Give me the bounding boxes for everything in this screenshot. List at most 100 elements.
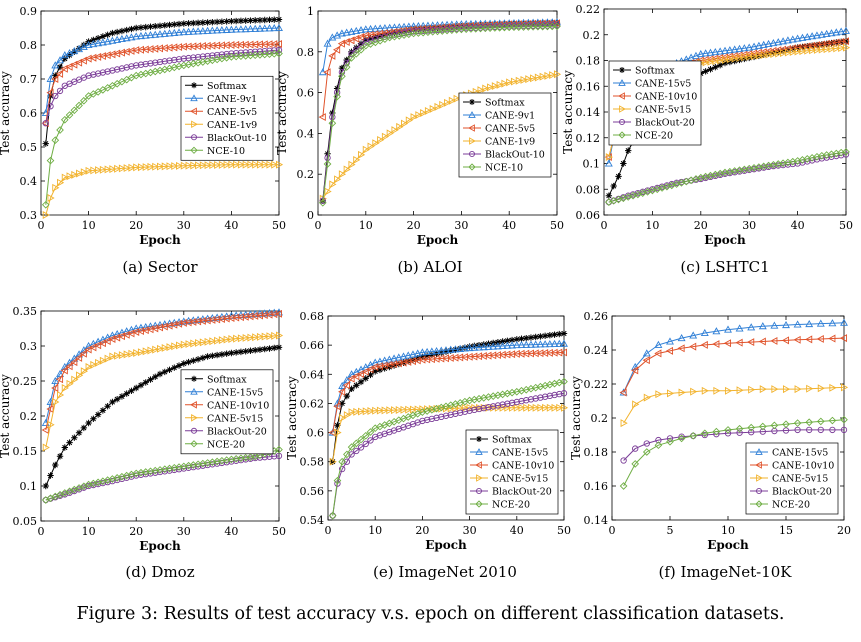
data-point-marker (137, 24, 145, 31)
data-point-marker (731, 54, 739, 63)
series-line (623, 429, 844, 461)
data-point-marker (480, 404, 487, 412)
data-point-marker (137, 348, 146, 357)
data-point-marker (560, 330, 568, 337)
data-point-marker (774, 38, 783, 46)
data-point-marker (691, 51, 700, 59)
data-point-marker (501, 79, 509, 88)
data-point-marker (218, 51, 226, 58)
data-point-marker (323, 160, 332, 168)
data-point-marker (99, 165, 108, 174)
legend-box (458, 92, 552, 178)
data-point-marker (328, 119, 337, 128)
y-tick-label: 0.25 (13, 375, 38, 388)
data-point-marker (66, 52, 73, 59)
data-point-marker (180, 340, 188, 349)
data-point-marker (793, 34, 802, 42)
x-tick-label: 20 (415, 524, 429, 537)
data-point-marker (677, 344, 685, 353)
legend-entry: CANE-10v10 (635, 92, 697, 103)
data-point-marker (114, 164, 122, 173)
y-tick-label: 0.14 (576, 106, 601, 119)
data-point-marker (618, 131, 626, 139)
data-point-marker (185, 340, 193, 349)
data-point-marker (806, 384, 814, 393)
data-point-marker (498, 341, 507, 350)
data-point-marker (696, 49, 705, 58)
y-tick-label: 0.8 (297, 46, 315, 59)
data-point-marker (812, 31, 821, 39)
data-point-marker (361, 367, 369, 376)
legend-entry: BlackOut-20 (207, 426, 267, 437)
data-point-marker (361, 25, 370, 33)
data-point-marker (198, 27, 207, 35)
data-point-marker (353, 447, 360, 455)
data-point-marker (228, 349, 235, 357)
data-point-marker (356, 370, 365, 378)
data-point-marker (456, 409, 464, 416)
data-point-marker (275, 344, 283, 351)
data-point-marker (103, 37, 112, 45)
x-tick-label: 30 (463, 524, 477, 537)
data-point-marker (334, 422, 341, 429)
legend: Softmax CANE-9v1 CANE-5v5 CANE-1v9 BlackOut-… (180, 75, 274, 161)
data-point-marker (324, 187, 332, 196)
data-point-marker (175, 362, 183, 369)
legend-entry: CANE-15v5 (492, 448, 548, 459)
data-point-marker (117, 34, 126, 43)
data-point-marker (89, 343, 97, 352)
data-point-marker (342, 63, 351, 71)
data-point-marker (185, 161, 193, 170)
data-point-marker (352, 372, 360, 381)
data-point-marker (489, 342, 498, 350)
data-point-marker (166, 162, 174, 171)
data-point-marker (466, 403, 474, 412)
data-point-marker (487, 83, 495, 92)
data-point-marker (261, 47, 268, 55)
data-point-marker (199, 338, 207, 347)
x-axis-label: Epoch (425, 538, 467, 552)
data-point-marker (751, 52, 759, 61)
data-point-marker (113, 329, 122, 338)
data-point-marker (199, 354, 207, 362)
y-tick-label: 0.2 (583, 29, 601, 42)
data-point-marker (517, 340, 526, 349)
data-point-marker (470, 343, 479, 351)
data-point-marker (347, 54, 356, 62)
data-point-marker (545, 339, 554, 348)
data-point-marker (353, 155, 361, 164)
data-point-marker (712, 327, 721, 335)
data-point-marker (218, 18, 226, 25)
data-point-marker (818, 45, 826, 54)
data-point-marker (352, 34, 360, 43)
data-point-marker (687, 53, 696, 61)
y-tick-label: 0.18 (584, 446, 609, 459)
data-point-marker (518, 397, 525, 405)
legend-entry: CANE-15v5 (207, 387, 263, 398)
data-point-marker (357, 444, 365, 451)
data-point-marker (405, 357, 412, 365)
data-point-marker (677, 434, 686, 443)
data-point-marker (712, 63, 719, 71)
data-point-marker (605, 192, 613, 199)
data-point-marker (146, 31, 155, 39)
data-point-marker (51, 75, 59, 83)
data-point-marker (631, 366, 639, 375)
data-point-marker (161, 343, 169, 352)
data-point-marker (632, 445, 639, 452)
data-point-marker (237, 348, 245, 356)
data-point-marker (275, 23, 283, 32)
data-point-marker (127, 329, 135, 338)
data-point-marker (328, 51, 336, 60)
data-point-marker (404, 351, 413, 359)
y-tick-label: 0.62 (300, 397, 325, 410)
data-point-marker (532, 395, 539, 402)
y-tick-label: 0.8 (20, 39, 38, 52)
data-point-marker (228, 160, 236, 169)
data-point-marker (712, 340, 720, 349)
data-point-marker (442, 348, 450, 355)
data-point-marker (530, 74, 538, 83)
y-tick-label: 0 (307, 209, 314, 222)
y-tick-label: 0.16 (584, 480, 609, 493)
data-point-marker (90, 71, 97, 78)
